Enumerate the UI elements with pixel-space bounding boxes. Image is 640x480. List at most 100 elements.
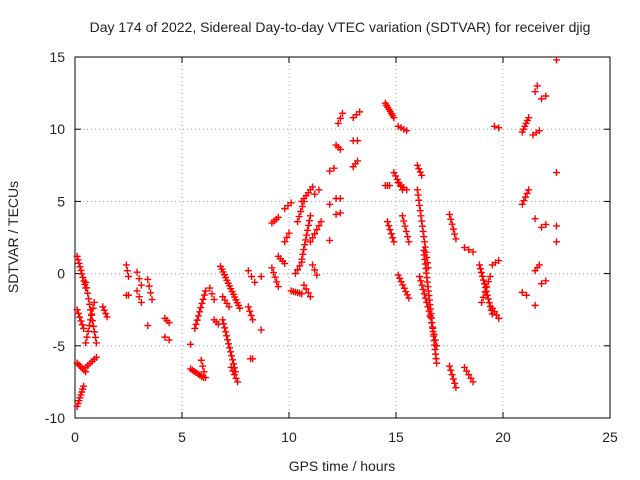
data-point: [144, 275, 152, 283]
data-point: [197, 356, 205, 364]
data-point: [403, 291, 411, 299]
data-point: [430, 330, 438, 338]
data-points: [73, 56, 560, 410]
data-point: [251, 278, 259, 286]
data-point: [418, 171, 426, 179]
data-point: [386, 226, 394, 234]
data-point: [479, 276, 487, 284]
data-point: [137, 298, 145, 306]
data-point: [73, 252, 81, 260]
data-point: [336, 145, 344, 153]
data-point: [273, 278, 281, 286]
data-point: [92, 353, 100, 361]
data-point: [417, 212, 425, 220]
y-tick-label: -10: [45, 410, 65, 426]
data-point: [311, 190, 319, 198]
data-point: [418, 281, 426, 289]
data-point: [523, 189, 531, 197]
data-point: [232, 374, 240, 382]
data-point: [336, 114, 344, 122]
data-point: [538, 280, 546, 288]
data-point: [200, 291, 208, 299]
data-point: [83, 284, 91, 292]
data-point: [103, 313, 111, 321]
data-point: [415, 165, 423, 173]
data-point: [419, 285, 427, 293]
data-point: [287, 199, 295, 207]
data-point: [222, 328, 230, 336]
data-point: [79, 273, 87, 281]
data-point: [317, 218, 325, 226]
data-point: [449, 375, 457, 383]
data-point: [76, 263, 84, 271]
data-point: [429, 324, 437, 332]
x-tick-label: 10: [281, 429, 297, 445]
data-point: [398, 212, 406, 220]
data-point: [78, 321, 86, 329]
data-point: [85, 322, 93, 330]
data-point: [535, 127, 543, 135]
data-point: [495, 314, 503, 322]
data-point: [483, 283, 491, 291]
data-point: [531, 215, 539, 223]
data-point: [485, 299, 493, 307]
data-point: [469, 248, 477, 256]
data-point: [525, 114, 533, 122]
data-point: [467, 374, 475, 382]
data-point: [419, 227, 427, 235]
data-point: [165, 319, 173, 327]
data-point: [523, 291, 531, 299]
data-point: [74, 309, 82, 317]
data-point: [387, 230, 395, 238]
data-point: [77, 317, 85, 325]
data-point: [404, 233, 412, 241]
data-point: [495, 124, 503, 132]
data-point: [274, 283, 282, 291]
data-point: [291, 270, 299, 278]
data-point: [274, 213, 282, 221]
data-point: [87, 316, 95, 324]
data-point: [399, 281, 407, 289]
data-point: [478, 298, 486, 306]
data-point: [400, 284, 408, 292]
data-point: [413, 161, 421, 169]
data-point: [92, 339, 100, 347]
data-point: [446, 210, 453, 218]
data-point: [309, 183, 317, 191]
data-point: [90, 298, 98, 306]
data-point: [148, 296, 156, 304]
data-point: [416, 272, 424, 280]
data-point: [86, 300, 94, 308]
data-point: [533, 82, 541, 90]
data-point: [74, 256, 82, 264]
data-point: [227, 363, 235, 371]
data-point: [311, 230, 319, 238]
data-point: [123, 267, 131, 275]
y-tick-label: 5: [57, 193, 65, 209]
data-point: [91, 333, 99, 341]
data-point: [306, 238, 314, 246]
data-point: [306, 293, 314, 301]
data-point: [416, 207, 424, 215]
data-point: [542, 277, 550, 285]
data-point: [476, 265, 484, 273]
data-point: [417, 277, 425, 285]
data-point: [451, 230, 459, 238]
data-point: [271, 273, 279, 281]
data-point: [208, 290, 216, 298]
data-point: [102, 310, 110, 318]
data-point: [133, 268, 141, 276]
data-point: [248, 272, 256, 280]
x-tick-label: 20: [495, 429, 511, 445]
data-point: [415, 196, 423, 204]
data-point: [228, 352, 236, 360]
data-point: [125, 272, 132, 280]
data-point: [448, 371, 456, 379]
y-tick-label: -5: [53, 338, 66, 354]
data-point: [392, 172, 400, 180]
data-point: [484, 295, 492, 303]
data-point: [223, 332, 231, 340]
data-point: [229, 367, 237, 375]
data-point: [285, 229, 293, 237]
